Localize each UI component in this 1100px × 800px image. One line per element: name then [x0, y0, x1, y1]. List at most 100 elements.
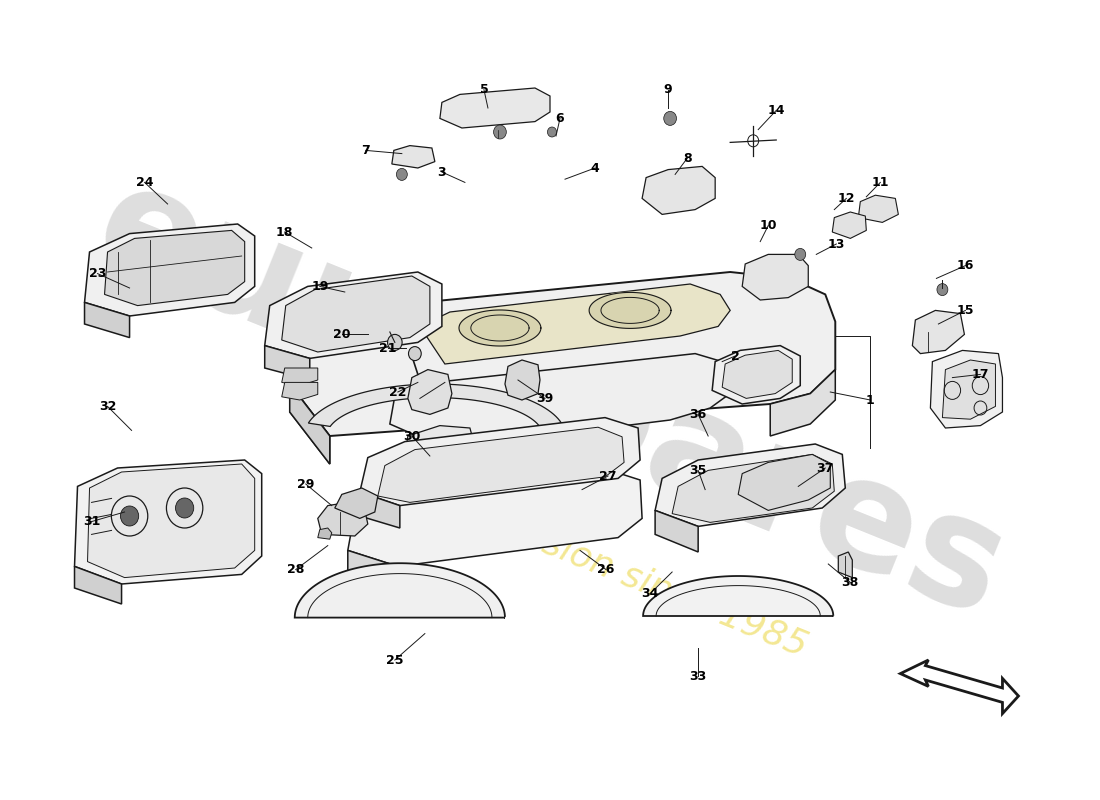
- Polygon shape: [289, 384, 330, 464]
- Text: 4: 4: [591, 162, 600, 174]
- Circle shape: [121, 506, 139, 526]
- Polygon shape: [405, 426, 475, 464]
- Polygon shape: [644, 576, 834, 616]
- Polygon shape: [318, 502, 367, 536]
- Circle shape: [795, 248, 805, 261]
- Polygon shape: [318, 528, 332, 539]
- Polygon shape: [742, 254, 808, 300]
- Polygon shape: [377, 427, 624, 502]
- Circle shape: [494, 125, 506, 139]
- Text: eurospares: eurospares: [75, 150, 1025, 650]
- Text: 25: 25: [386, 654, 404, 666]
- Polygon shape: [672, 454, 834, 522]
- Polygon shape: [943, 360, 996, 419]
- Polygon shape: [392, 146, 434, 168]
- Text: 16: 16: [957, 259, 975, 272]
- Polygon shape: [289, 272, 835, 436]
- Text: 7: 7: [362, 144, 371, 157]
- Circle shape: [548, 127, 557, 137]
- Circle shape: [937, 283, 948, 295]
- Text: 11: 11: [871, 176, 889, 189]
- Text: 19: 19: [311, 280, 329, 293]
- Text: 8: 8: [683, 152, 692, 165]
- Polygon shape: [75, 566, 122, 604]
- Text: 21: 21: [379, 342, 397, 354]
- Text: 18: 18: [276, 226, 294, 238]
- Text: 31: 31: [82, 515, 100, 528]
- Polygon shape: [723, 350, 792, 398]
- Polygon shape: [931, 350, 1002, 428]
- Text: 3: 3: [438, 166, 447, 178]
- Text: 10: 10: [759, 219, 777, 232]
- Polygon shape: [833, 212, 867, 238]
- Polygon shape: [308, 384, 561, 426]
- Text: 24: 24: [135, 176, 153, 189]
- Polygon shape: [912, 310, 965, 354]
- Polygon shape: [738, 454, 830, 510]
- Text: 29: 29: [297, 478, 315, 490]
- Polygon shape: [265, 346, 310, 380]
- Text: 22: 22: [389, 386, 407, 398]
- Text: 15: 15: [957, 304, 975, 317]
- Circle shape: [176, 498, 194, 518]
- Polygon shape: [75, 460, 262, 584]
- Text: 36: 36: [690, 408, 707, 421]
- Text: 27: 27: [600, 470, 617, 482]
- Polygon shape: [901, 660, 1019, 714]
- Polygon shape: [420, 284, 730, 364]
- Polygon shape: [88, 464, 255, 578]
- Text: 14: 14: [768, 104, 785, 117]
- Text: 1: 1: [866, 394, 874, 406]
- Polygon shape: [642, 166, 715, 214]
- Polygon shape: [295, 563, 505, 618]
- Polygon shape: [85, 302, 130, 338]
- Polygon shape: [389, 354, 733, 448]
- Text: 28: 28: [287, 563, 305, 576]
- Text: 2: 2: [730, 350, 739, 362]
- Polygon shape: [282, 276, 430, 352]
- Circle shape: [663, 111, 676, 126]
- Text: 26: 26: [597, 563, 615, 576]
- Text: 33: 33: [690, 670, 707, 682]
- Text: 20: 20: [333, 328, 351, 341]
- Text: 37: 37: [816, 462, 834, 474]
- Circle shape: [396, 168, 407, 180]
- Text: 12: 12: [837, 192, 855, 205]
- Polygon shape: [348, 550, 398, 588]
- Polygon shape: [590, 293, 671, 328]
- Text: 30: 30: [404, 430, 420, 442]
- Polygon shape: [348, 469, 642, 566]
- Text: 32: 32: [99, 400, 117, 413]
- Text: 35: 35: [690, 464, 707, 477]
- Polygon shape: [360, 492, 399, 528]
- Text: 5: 5: [480, 83, 488, 96]
- Text: 9: 9: [663, 83, 672, 96]
- Polygon shape: [656, 510, 699, 552]
- Polygon shape: [440, 88, 550, 128]
- Polygon shape: [360, 418, 640, 506]
- Text: 38: 38: [842, 576, 859, 589]
- Text: 34: 34: [641, 587, 659, 600]
- Polygon shape: [282, 368, 318, 386]
- Circle shape: [387, 334, 403, 350]
- Polygon shape: [289, 384, 330, 464]
- Polygon shape: [712, 346, 801, 404]
- Polygon shape: [505, 360, 540, 400]
- Polygon shape: [85, 224, 255, 316]
- Polygon shape: [104, 230, 244, 306]
- Text: 13: 13: [827, 238, 845, 250]
- Polygon shape: [408, 370, 452, 414]
- Polygon shape: [282, 382, 318, 400]
- Polygon shape: [858, 195, 899, 222]
- Text: 6: 6: [556, 112, 564, 125]
- Polygon shape: [656, 444, 845, 526]
- Text: 23: 23: [89, 267, 107, 280]
- Polygon shape: [838, 552, 853, 578]
- Circle shape: [408, 346, 421, 361]
- Text: 17: 17: [971, 368, 989, 381]
- Polygon shape: [334, 488, 377, 518]
- Polygon shape: [265, 272, 442, 358]
- Polygon shape: [770, 370, 835, 436]
- Text: 39: 39: [537, 392, 553, 405]
- Polygon shape: [459, 310, 541, 346]
